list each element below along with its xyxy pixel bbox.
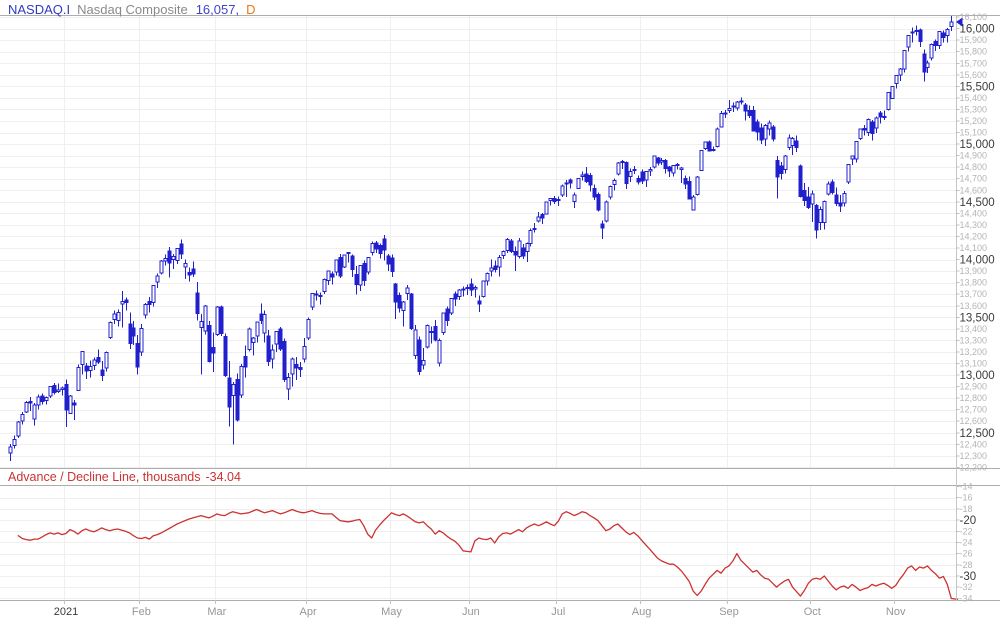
svg-text:14,200: 14,200 — [960, 232, 988, 242]
svg-text:14,900: 14,900 — [960, 151, 988, 161]
svg-text:13,200: 13,200 — [960, 347, 988, 357]
time-axis[interactable]: 2021 Feb Mar Apr May Jun Jul Aug Sep Oct Nov — [54, 600, 906, 618]
svg-text:Nov: Nov — [886, 606, 906, 618]
svg-text:12,400: 12,400 — [960, 439, 988, 449]
advance-decline-line-series[interactable] — [17, 508, 959, 600]
svg-text:13,100: 13,100 — [960, 359, 988, 369]
svg-text:16,100: 16,100 — [960, 12, 988, 22]
svg-text:13,500: 13,500 — [960, 312, 995, 324]
panel-frame — [0, 15, 1000, 601]
svg-text:13,600: 13,600 — [960, 301, 988, 311]
svg-text:Aug: Aug — [632, 606, 652, 618]
svg-text:-26: -26 — [960, 549, 973, 559]
svg-text:15,200: 15,200 — [960, 116, 988, 126]
svg-text:-20: -20 — [960, 515, 977, 527]
svg-text:12,800: 12,800 — [960, 393, 988, 403]
svg-text:13,300: 13,300 — [960, 335, 988, 345]
symbol-label[interactable]: NASDAQ.I — [8, 2, 71, 17]
svg-text:12,600: 12,600 — [960, 416, 988, 426]
svg-text:15,100: 15,100 — [960, 128, 988, 138]
svg-text:Oct: Oct — [804, 606, 821, 618]
interval-label[interactable]: D — [246, 2, 256, 17]
svg-text:13,800: 13,800 — [960, 278, 988, 288]
svg-text:-32: -32 — [960, 582, 973, 592]
indicator-axis[interactable]: -34-32-30-28-26 -24-22-20-18-16-14 — [956, 482, 976, 604]
svg-text:Jul: Jul — [551, 606, 565, 618]
svg-text:15,700: 15,700 — [960, 58, 988, 68]
svg-text:13,000: 13,000 — [960, 370, 995, 382]
indicator-value: -34.04 — [205, 470, 241, 484]
svg-text:Feb: Feb — [132, 606, 151, 618]
svg-text:12,200: 12,200 — [960, 462, 988, 472]
symbol-description: Nasdaq Composite — [77, 2, 188, 17]
svg-text:13,900: 13,900 — [960, 266, 988, 276]
svg-text:15,500: 15,500 — [960, 81, 995, 93]
svg-text:14,600: 14,600 — [960, 185, 988, 195]
svg-text:14,000: 14,000 — [960, 255, 995, 267]
main-panel-grid — [0, 15, 956, 468]
indicator-title[interactable]: Advance / Decline Line, thousands — [8, 470, 201, 484]
svg-text:14,700: 14,700 — [960, 174, 988, 184]
indicator-panel-grid — [0, 486, 956, 600]
svg-text:12,500: 12,500 — [960, 428, 995, 440]
svg-text:2021: 2021 — [54, 606, 78, 618]
svg-text:12,900: 12,900 — [960, 382, 988, 392]
svg-text:May: May — [381, 606, 402, 618]
svg-text:15,900: 15,900 — [960, 35, 988, 45]
svg-text:13,700: 13,700 — [960, 289, 988, 299]
last-price-label: 16,057, — [195, 2, 240, 17]
candlestick-series[interactable] — [8, 15, 954, 462]
svg-text:-14: -14 — [960, 482, 973, 492]
svg-text:14,800: 14,800 — [960, 162, 988, 172]
svg-text:Sep: Sep — [719, 606, 739, 618]
last-price-marker — [956, 17, 963, 27]
svg-text:Apr: Apr — [300, 606, 317, 618]
svg-text:-22: -22 — [960, 526, 973, 536]
svg-text:15,800: 15,800 — [960, 47, 988, 57]
svg-text:12,300: 12,300 — [960, 451, 988, 461]
svg-text:-30: -30 — [960, 571, 977, 583]
svg-text:15,300: 15,300 — [960, 105, 988, 115]
svg-text:16,000: 16,000 — [960, 24, 995, 36]
svg-text:15,600: 15,600 — [960, 70, 988, 80]
svg-text:-24: -24 — [960, 537, 973, 547]
svg-text:14,400: 14,400 — [960, 208, 988, 218]
svg-text:-18: -18 — [960, 504, 973, 514]
indicator-legend: Advance / Decline Line, thousands -34.04 — [8, 470, 241, 484]
svg-text:-28: -28 — [960, 560, 973, 570]
svg-text:12,700: 12,700 — [960, 405, 988, 415]
main-chart-legend: NASDAQ.I Nasdaq Composite 16,057, D — [8, 2, 255, 17]
svg-text:Jun: Jun — [462, 606, 480, 618]
svg-text:Mar: Mar — [207, 606, 226, 618]
svg-text:15,000: 15,000 — [960, 139, 995, 151]
svg-text:15,400: 15,400 — [960, 93, 988, 103]
svg-text:-16: -16 — [960, 493, 973, 503]
svg-text:-34: -34 — [960, 593, 973, 603]
svg-text:14,500: 14,500 — [960, 197, 995, 209]
svg-text:14,300: 14,300 — [960, 220, 988, 230]
svg-text:13,400: 13,400 — [960, 324, 988, 334]
svg-text:14,100: 14,100 — [960, 243, 988, 253]
